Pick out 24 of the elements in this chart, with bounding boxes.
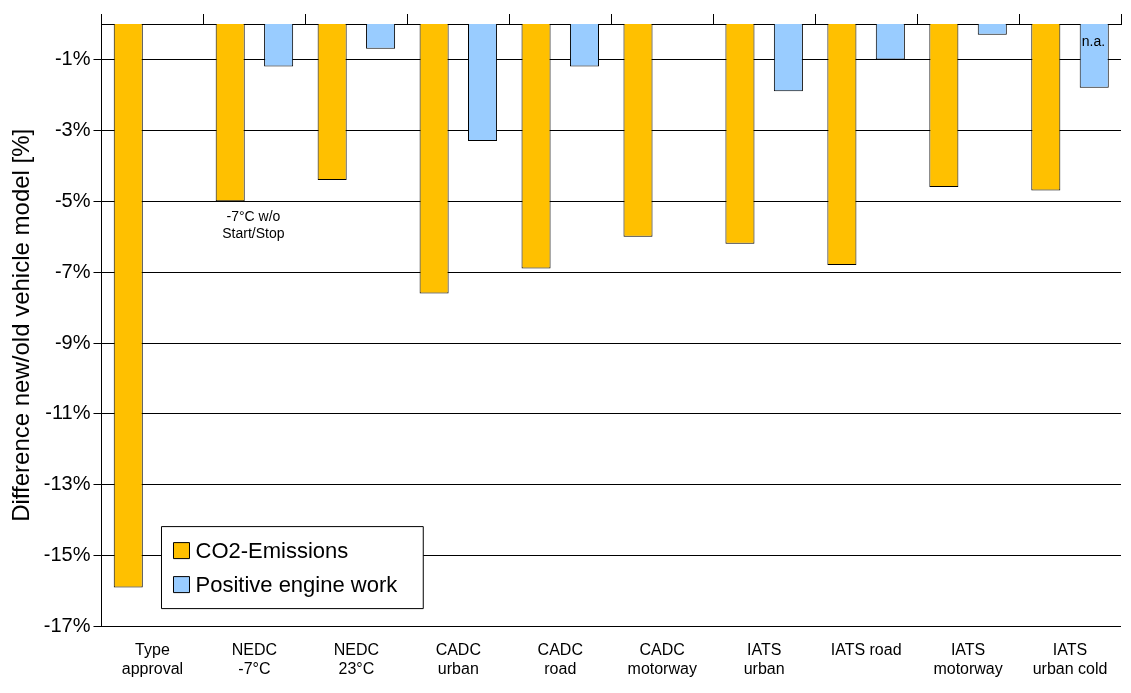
- annotation: n.a.: [1081, 32, 1106, 49]
- legend-label: CO2-Emissions: [195, 537, 349, 563]
- y-tick-label: -11%: [45, 401, 91, 424]
- x-tick-label: IATS motorway: [933, 640, 1003, 677]
- y-tick-label: -1%: [54, 46, 91, 69]
- x-tick-label: IATS road: [830, 640, 902, 658]
- y-tick-label: -5%: [54, 188, 91, 211]
- y-tick-label: -15%: [43, 543, 91, 566]
- y-tick-label: -9%: [54, 330, 91, 353]
- y-tick-label: -13%: [43, 472, 91, 495]
- x-tick-label: IATS urban: [743, 640, 785, 677]
- x-tick-label: CADC road: [537, 640, 583, 677]
- x-tick-label: CADC motorway: [627, 640, 697, 677]
- x-tick-label: CADC urban: [435, 640, 481, 677]
- y-tick-label: -3%: [54, 117, 91, 140]
- annotation: -7°C w/o Start/Stop: [222, 207, 285, 241]
- x-tick-label: NEDC 23°C: [333, 640, 380, 677]
- x-tick-label: NEDC -7°C: [231, 640, 278, 677]
- x-tick-label: IATS urban cold: [1032, 640, 1108, 677]
- y-tick-label: -17%: [43, 614, 91, 637]
- legend-label: Positive engine work: [195, 571, 399, 597]
- y-axis-title: Difference new/old vehicle model [%]: [7, 128, 35, 522]
- x-tick-label: Type approval: [121, 640, 184, 677]
- y-tick-label: -7%: [54, 259, 91, 282]
